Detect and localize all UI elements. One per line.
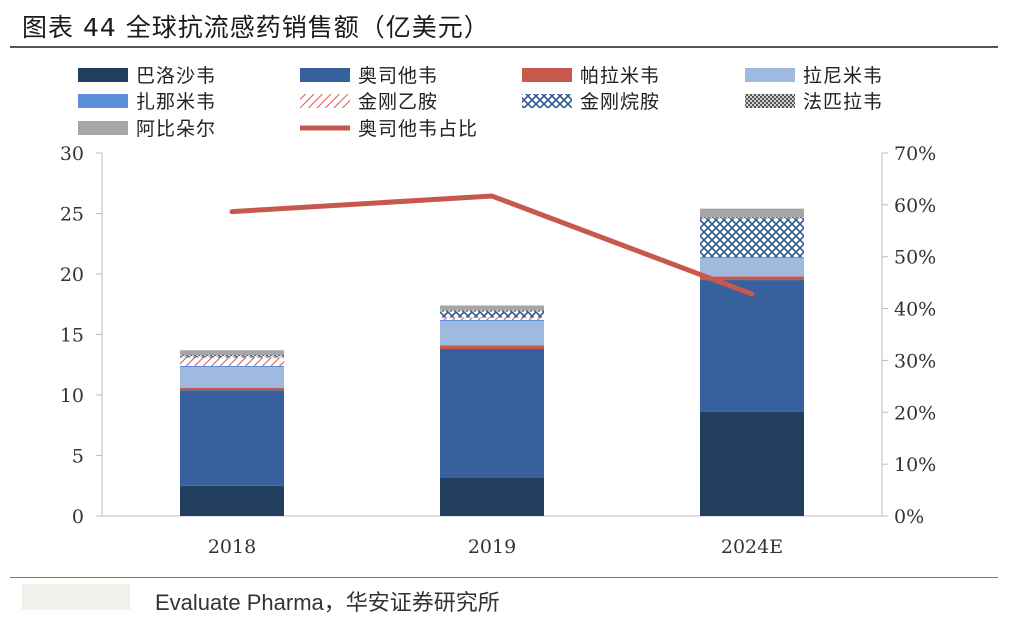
footer-divider bbox=[10, 577, 998, 578]
bar-segment bbox=[440, 317, 544, 320]
legend-label: 法匹拉韦 bbox=[803, 91, 883, 113]
right-axis-tick-label: 60% bbox=[894, 195, 936, 217]
left-axis-tick-label: 5 bbox=[72, 446, 84, 468]
bar-segment bbox=[700, 258, 804, 277]
left-axis-tick-label: 25 bbox=[60, 204, 84, 226]
bar-segment bbox=[180, 350, 284, 356]
left-axis-tick-label: 15 bbox=[60, 325, 84, 347]
left-axis-tick-label: 20 bbox=[60, 264, 84, 286]
legend-label: 金刚乙胺 bbox=[358, 91, 438, 113]
bar-segment bbox=[180, 365, 284, 368]
bar-segment bbox=[440, 319, 544, 322]
legend-label: 巴洛沙韦 bbox=[136, 65, 216, 87]
legend-swatch bbox=[78, 121, 128, 135]
bar-segment bbox=[440, 349, 544, 478]
bar-segment bbox=[180, 357, 284, 366]
bar-segment bbox=[180, 355, 284, 357]
right-axis-tick-label: 70% bbox=[894, 143, 936, 165]
bar-segment bbox=[700, 411, 804, 516]
bar-segment bbox=[180, 485, 284, 516]
x-axis-tick-label: 2019 bbox=[468, 536, 516, 558]
right-axis-tick-label: 20% bbox=[894, 402, 936, 424]
x-axis-tick-label: 2018 bbox=[208, 536, 256, 558]
bar-segment bbox=[180, 356, 284, 358]
bar-segment bbox=[700, 218, 804, 258]
publisher-logo bbox=[22, 584, 130, 610]
legend-label: 奥司他韦占比 bbox=[358, 118, 478, 140]
bar-segment bbox=[440, 305, 544, 311]
legend-swatch bbox=[522, 94, 572, 108]
right-axis-tick-label: 50% bbox=[894, 247, 936, 269]
bar-segment bbox=[180, 387, 284, 391]
bar-segment bbox=[700, 280, 804, 412]
left-axis-tick-label: 10 bbox=[60, 385, 84, 407]
bar-segment bbox=[440, 310, 544, 312]
right-axis-tick-label: 30% bbox=[894, 350, 936, 372]
right-axis-tick-label: 10% bbox=[894, 454, 936, 476]
legend-swatch bbox=[78, 94, 128, 108]
legend-swatch bbox=[300, 94, 350, 108]
left-axis-tick-label: 0 bbox=[72, 506, 84, 528]
figure-title: 图表 44 全球抗流感药销售额（亿美元） bbox=[22, 13, 490, 42]
legend-label: 金刚烷胺 bbox=[580, 91, 660, 113]
title-divider bbox=[10, 46, 998, 48]
right-axis-tick-label: 0% bbox=[894, 506, 924, 528]
bar-segment bbox=[700, 217, 804, 219]
bar-segment bbox=[700, 208, 804, 218]
legend-label: 拉尼米韦 bbox=[803, 65, 883, 87]
bar-segment bbox=[440, 345, 544, 350]
legend-swatch bbox=[745, 94, 795, 108]
legend-label: 奥司他韦 bbox=[358, 65, 438, 87]
bar-segment bbox=[180, 390, 284, 486]
bar-segment bbox=[700, 257, 804, 259]
legend-swatch bbox=[522, 68, 572, 82]
legend-label: 帕拉米韦 bbox=[580, 65, 660, 87]
legend-swatch bbox=[78, 68, 128, 82]
legend-swatch bbox=[745, 68, 795, 82]
bar-segment bbox=[440, 311, 544, 318]
bar-segment bbox=[180, 367, 284, 388]
right-axis-tick-label: 40% bbox=[894, 299, 936, 321]
left-axis-tick-label: 30 bbox=[60, 143, 84, 165]
source-note: Evaluate Pharma，华安证券研究所 bbox=[155, 590, 500, 615]
bar-segment bbox=[440, 477, 544, 516]
share-line bbox=[229, 193, 755, 297]
legend-label: 扎那米韦 bbox=[136, 91, 216, 113]
legend-label: 阿比朵尔 bbox=[136, 118, 216, 140]
bar-segment bbox=[440, 321, 544, 346]
x-axis-tick-label: 2024E bbox=[721, 536, 783, 558]
legend-swatch bbox=[300, 68, 350, 82]
bar-segment bbox=[700, 276, 804, 281]
